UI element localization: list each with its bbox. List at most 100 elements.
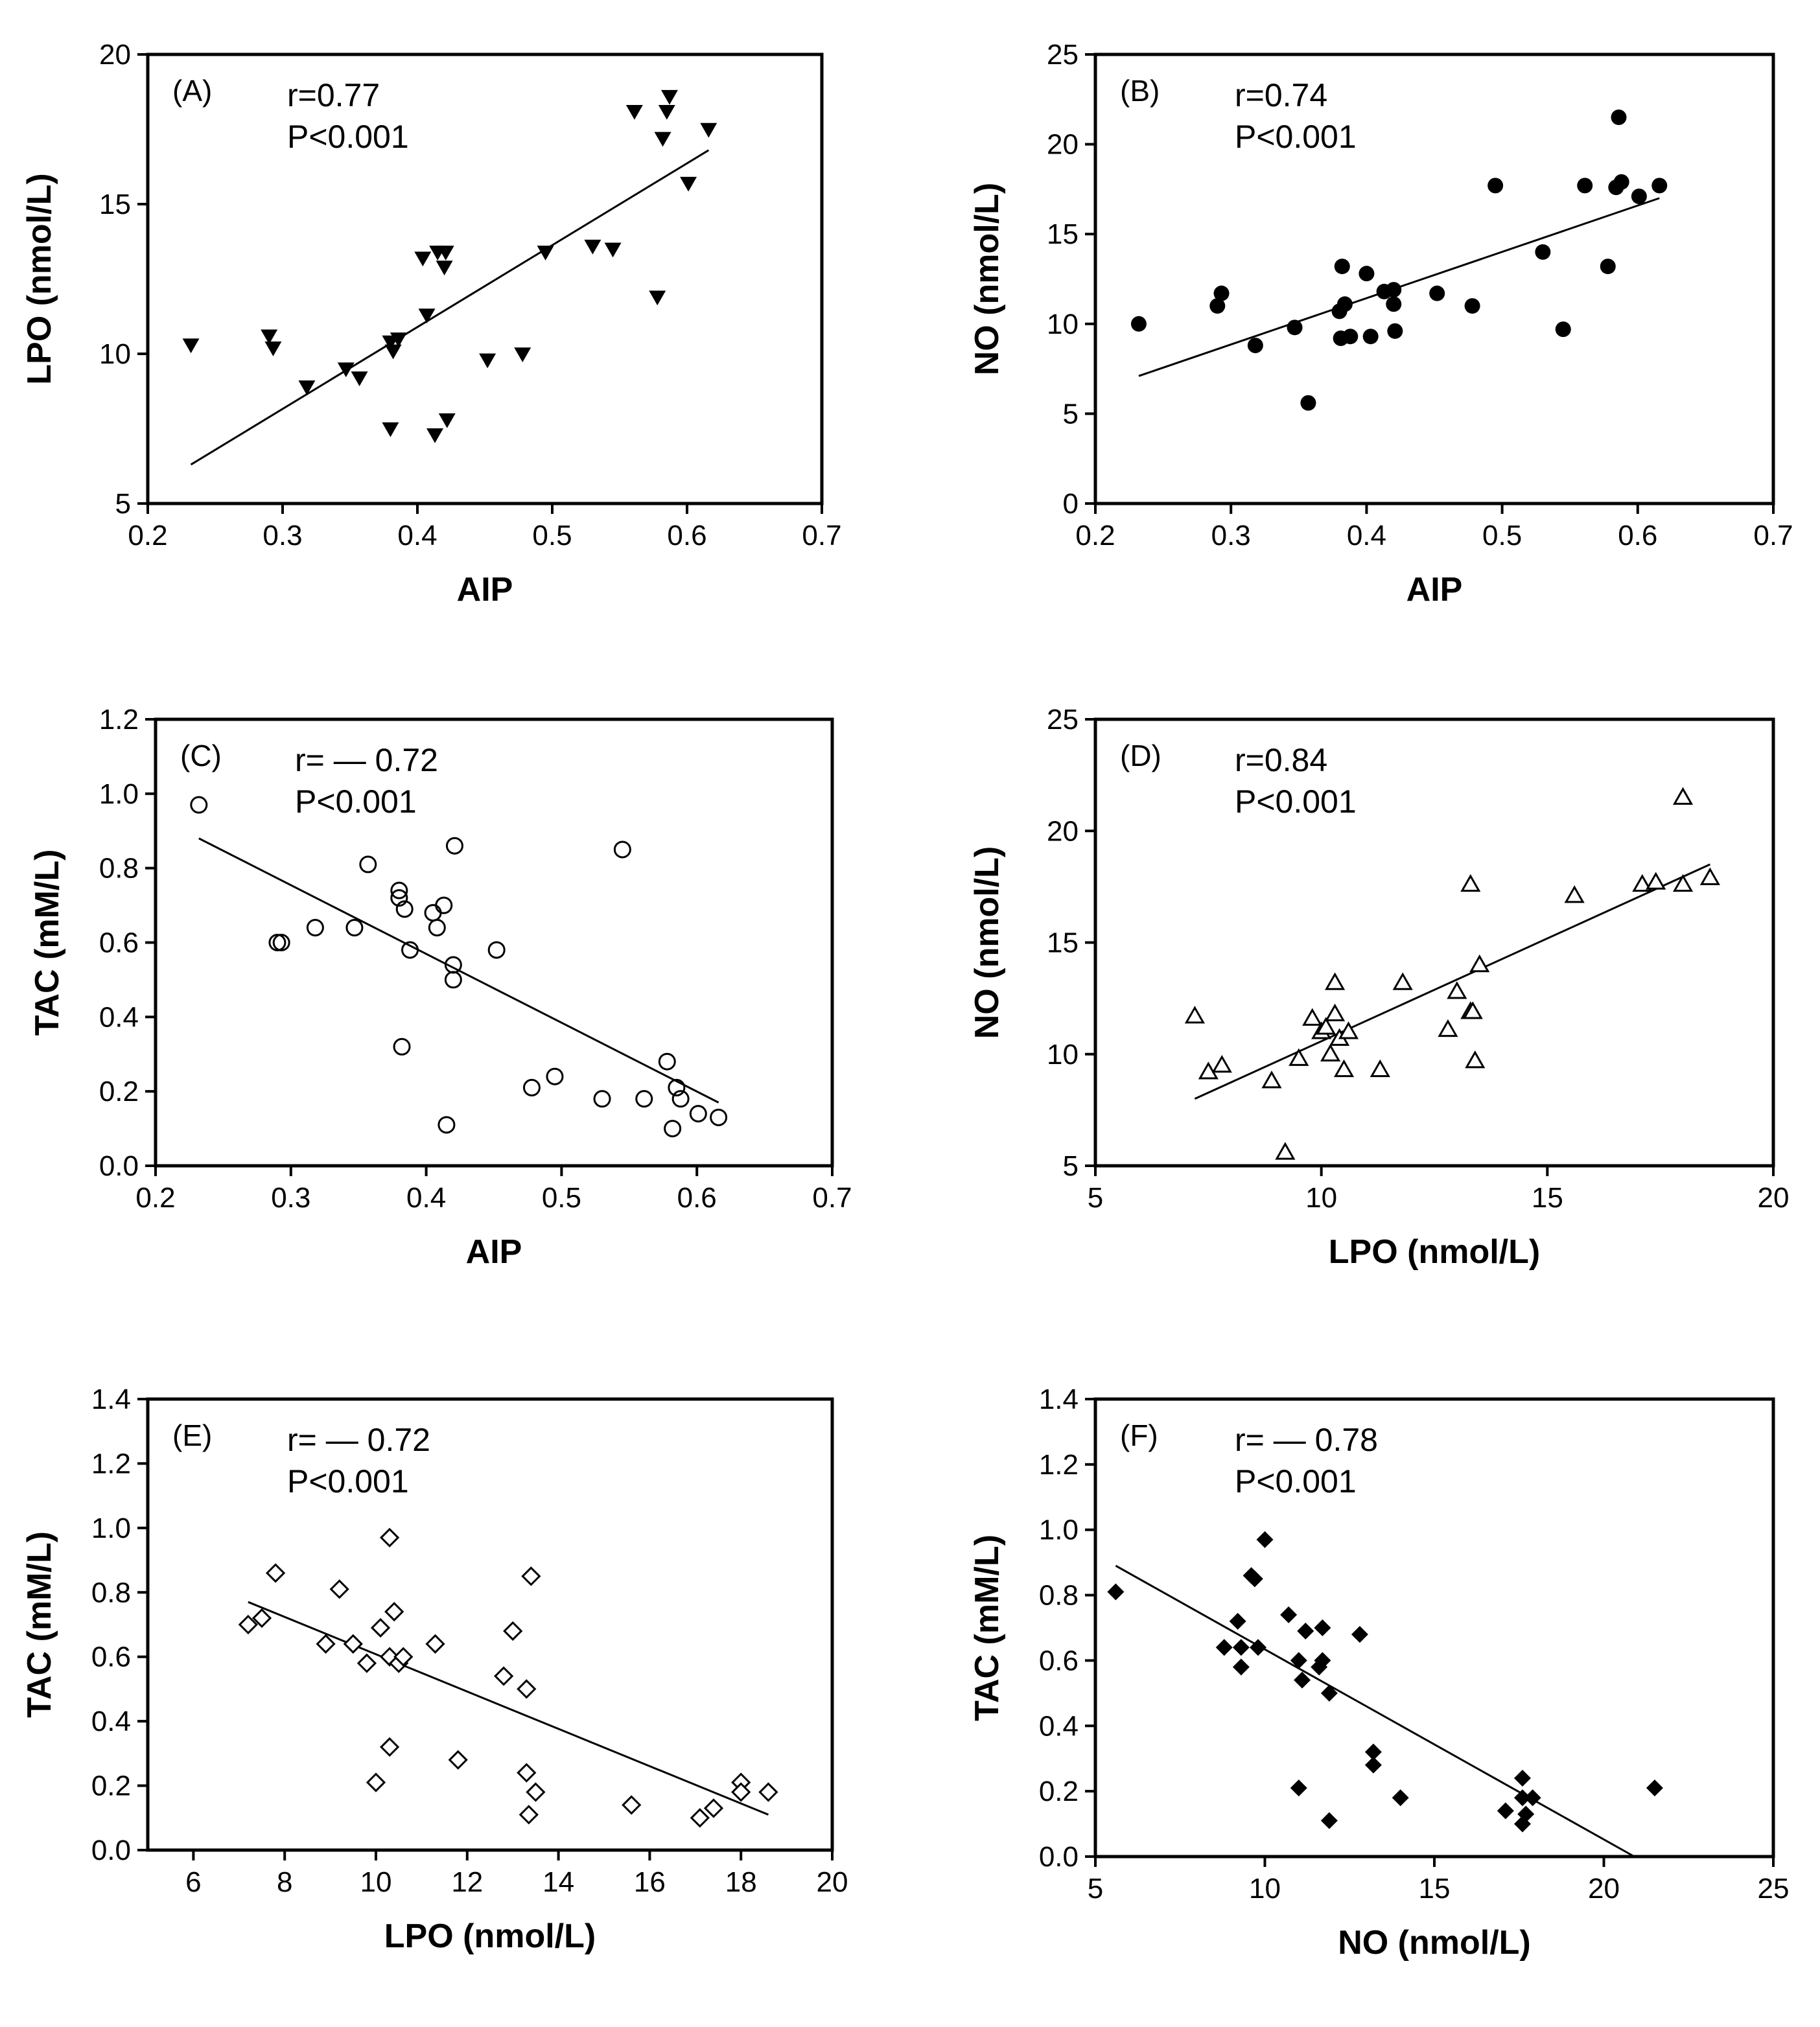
regression-line xyxy=(1115,1564,1635,1858)
x-tick-label: 0.7 xyxy=(1753,520,1793,551)
panel-E: 6 8 10 12 14 16 18 20 0.0 0.2 0.4 0.6 0.8 1.0 1.2 1.4 LP… xyxy=(21,1384,848,1955)
x-tick-label: 10 xyxy=(1305,1182,1337,1214)
data-point xyxy=(604,242,622,258)
panel-label: (C) xyxy=(180,739,222,772)
data-point xyxy=(379,1527,400,1547)
data-point xyxy=(613,840,631,859)
data-point xyxy=(1215,1639,1233,1656)
y-tick-label: 0.2 xyxy=(99,1076,139,1107)
data-point xyxy=(298,380,316,395)
panel-D: 5 10 15 20 5 10 15 20 25 LPO (nmol/L) NO (nmol/L) (… xyxy=(968,704,1789,1271)
regression-line xyxy=(190,149,710,466)
panel-label: (B) xyxy=(1120,74,1160,108)
panel-A: 0.2 0.3 0.4 0.5 0.6 0.7 5 10 15 20 AIP LPO (nmol/L)… xyxy=(21,39,842,608)
data-point xyxy=(238,1614,259,1635)
y-tick-label: 0.6 xyxy=(1039,1645,1079,1676)
y-tick-label: 10 xyxy=(99,338,131,370)
data-point xyxy=(664,1120,682,1138)
plot-frame xyxy=(1093,1397,1775,1859)
data-point xyxy=(1564,885,1585,903)
y-tick-label: 1.2 xyxy=(99,704,139,736)
y-tick-label: 0.0 xyxy=(91,1835,131,1866)
data-point xyxy=(1232,1639,1250,1656)
data-point xyxy=(1320,1043,1341,1061)
y-axis-title: TAC (mM/L) xyxy=(21,1531,58,1718)
data-point xyxy=(379,1737,400,1757)
data-point xyxy=(1555,321,1571,338)
y-tick-label: 1.4 xyxy=(1039,1384,1079,1415)
y-tick-label: 0.8 xyxy=(91,1577,131,1608)
data-point xyxy=(1211,1054,1232,1073)
data-point xyxy=(514,347,531,362)
data-point xyxy=(370,1617,391,1638)
data-point xyxy=(1392,972,1413,990)
data-point xyxy=(671,1090,690,1108)
data-point xyxy=(521,1566,541,1586)
data-point xyxy=(1290,1779,1307,1797)
regression-line xyxy=(1194,863,1710,1100)
data-point xyxy=(1107,1583,1125,1601)
y-tick-label: 1.2 xyxy=(1039,1449,1079,1481)
data-point xyxy=(1280,1606,1298,1623)
data-point xyxy=(436,261,453,276)
data-point xyxy=(1289,1048,1309,1066)
data-point xyxy=(537,246,554,261)
x-tick-label: 0.6 xyxy=(667,520,706,551)
p-value: P<0.001 xyxy=(295,783,417,820)
data-point xyxy=(384,344,402,360)
data-point xyxy=(306,919,324,937)
data-point xyxy=(1364,1743,1382,1761)
y-tick-label: 0 xyxy=(1063,488,1079,520)
y-tick-label: 20 xyxy=(99,39,131,71)
data-point xyxy=(1460,874,1481,892)
data-point xyxy=(424,904,442,922)
panel-label: (A) xyxy=(172,74,212,108)
data-point xyxy=(1535,244,1551,260)
data-point xyxy=(519,1805,539,1825)
y-axis-title: TAC (mM/L) xyxy=(29,850,66,1036)
data-point xyxy=(1646,872,1666,890)
x-tick-label: 0.3 xyxy=(262,520,302,551)
data-point xyxy=(337,362,355,378)
data-point xyxy=(359,855,377,874)
data-point xyxy=(1469,954,1490,973)
data-point xyxy=(425,1634,445,1654)
y-tick-label: 20 xyxy=(1047,815,1079,847)
y-tick-label: 5 xyxy=(115,488,131,520)
y-tick-label: 0.4 xyxy=(91,1706,131,1737)
data-point xyxy=(264,342,282,356)
data-point xyxy=(658,1052,676,1071)
data-point xyxy=(517,1763,537,1783)
y-tick-label: 1.0 xyxy=(91,1512,131,1544)
data-point xyxy=(390,881,408,899)
data-point xyxy=(593,1090,611,1108)
data-point xyxy=(265,1563,286,1583)
y-tick-label: 5 xyxy=(1063,1150,1079,1182)
y-tick-label: 10 xyxy=(1047,308,1079,340)
data-point xyxy=(426,428,444,443)
data-point xyxy=(182,338,200,354)
y-tick-label: 15 xyxy=(99,189,131,220)
data-point xyxy=(1229,1612,1246,1630)
correlation-coefficient: r=0.74 xyxy=(1235,77,1327,113)
data-point xyxy=(1613,174,1629,190)
data-point xyxy=(546,1067,564,1085)
data-point xyxy=(1320,1684,1338,1702)
data-point xyxy=(622,1795,642,1815)
y-tick-label: 0.0 xyxy=(99,1150,139,1182)
x-tick-label: 0.3 xyxy=(271,1182,310,1214)
data-point xyxy=(382,422,399,437)
data-point xyxy=(1336,296,1353,312)
data-point xyxy=(654,132,671,147)
panel-B: 0.2 0.3 0.4 0.5 0.6 0.7 0 5 10 15 20 25 AIP NO (nmol/… xyxy=(968,39,1793,608)
p-value: P<0.001 xyxy=(287,119,409,155)
data-point xyxy=(395,900,414,918)
x-tick-label: 8 xyxy=(277,1866,292,1898)
data-point xyxy=(479,353,496,369)
panel-label: (E) xyxy=(172,1419,212,1452)
data-point xyxy=(1672,874,1694,892)
data-point xyxy=(1314,1652,1331,1669)
data-point xyxy=(526,1782,546,1802)
x-tick-label: 0.7 xyxy=(802,520,841,551)
data-point xyxy=(1256,1531,1274,1548)
